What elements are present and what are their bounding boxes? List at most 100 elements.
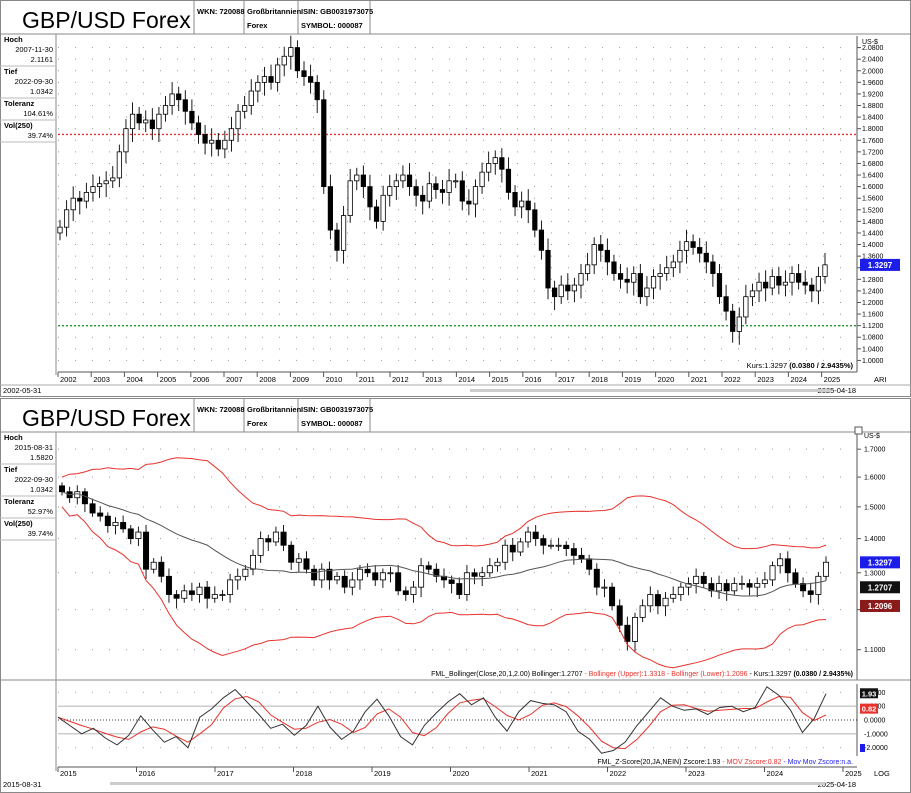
candle-body (215, 139, 221, 150)
info-value: 39.74% (28, 529, 54, 538)
legend-entry: - MOV Zscore:0.82 (720, 759, 781, 766)
value-badge-text: 1.2707 (868, 583, 893, 592)
candle-body (356, 568, 363, 581)
country-label: Großbritannien (247, 405, 302, 414)
candle-body (280, 531, 287, 546)
candle-body (532, 209, 538, 231)
zscore-legend: FML_Z-Score(20,JA,NEIN) Zscore:1.93 - MO… (597, 759, 853, 766)
candle-body (248, 90, 254, 106)
y-tick-label: 1.2800 (862, 277, 884, 284)
candle-body (63, 209, 70, 228)
candle-body (486, 565, 493, 574)
candle-body (823, 561, 830, 577)
x-tick-label: 2007 (226, 375, 243, 384)
info-value: 52.97% (28, 507, 54, 516)
candle-body (809, 284, 815, 292)
status-change: (0.0380 / 2.9435%) (789, 361, 853, 370)
candle-body (410, 586, 417, 595)
candle-body (637, 273, 643, 298)
x-tick-label: 2019 (624, 375, 641, 384)
candle-body (112, 522, 119, 527)
candle-body (340, 215, 347, 251)
candle-body (149, 119, 155, 130)
x-tick-label: 2011 (359, 375, 375, 384)
candle-body (604, 249, 610, 263)
candle-body (784, 558, 791, 574)
candle-body (632, 616, 639, 642)
candle-body (372, 572, 379, 581)
candle-body (129, 113, 136, 130)
candle-body (268, 76, 274, 83)
candle-body (150, 561, 157, 570)
candle-body (802, 281, 808, 286)
candle-body (749, 290, 756, 298)
window-frame (0, 0, 911, 397)
candle-body (525, 200, 531, 211)
candle-body (697, 247, 703, 254)
x-tick-label: 2009 (292, 375, 309, 384)
y-tick-label: 1.2400 (862, 288, 884, 295)
candle-body (318, 568, 325, 581)
x-tick-label: 2019 (374, 769, 391, 778)
candle-body (815, 575, 822, 595)
candle-body (525, 531, 532, 543)
candle-body (730, 310, 736, 332)
y-tick-label: 1.4400 (862, 230, 884, 237)
candle-body (754, 583, 761, 588)
candle-body (512, 192, 518, 208)
candle-body (769, 276, 775, 289)
date-start: 2002-05-31 (3, 386, 41, 395)
y-tick-label: 1.6000 (862, 184, 884, 191)
isin-label: ISIN: GB0031973075 (301, 7, 373, 16)
candle-body (433, 183, 439, 190)
bollinger-mid-line (61, 491, 827, 597)
legend-entry: (0.0380 / 2.9435%) (793, 671, 853, 678)
candle-body (446, 180, 452, 193)
candle-body (227, 579, 234, 595)
candle-body (176, 93, 182, 101)
candle-body (555, 544, 562, 547)
y-tick-label: 1.7200 (862, 149, 884, 156)
candle-body (195, 122, 202, 135)
legend-entry: FML_Z-Score(20,JA,NEIN) Zscore:1.93 (597, 759, 720, 766)
candle-body (272, 531, 279, 543)
candle-body (418, 565, 425, 588)
candle-body (311, 568, 318, 581)
mov-zscore-line (57, 695, 827, 750)
x-tick-label: 2008 (259, 375, 276, 384)
candle-body (57, 226, 63, 234)
info-label: Hoch (4, 35, 23, 44)
candle-body (505, 168, 512, 193)
info-value: 39.74% (28, 131, 54, 140)
candle-body (593, 568, 600, 588)
candle-body (162, 105, 169, 115)
candle-body (288, 544, 295, 563)
x-tick-label: 2024 (790, 375, 807, 384)
y-tick-label: 1.6000 (864, 475, 886, 482)
x-tick-label: 2015 (60, 769, 77, 778)
bollinger-legend: FML_Bollinger(Close,20,1,2.00) Bollinger… (431, 671, 853, 678)
candle-body (591, 244, 597, 266)
candle-body (406, 174, 413, 188)
x-tick-label: 2023 (757, 375, 774, 384)
candle-body (545, 249, 551, 289)
candle-body (631, 273, 637, 283)
candle-body (472, 186, 479, 205)
candle-body (716, 583, 723, 592)
candle-body (169, 93, 175, 106)
info-value: 2015-08-31 (15, 443, 53, 452)
candle-body (578, 273, 584, 286)
candle-body (624, 624, 631, 642)
x-tick-label: 2017 (217, 769, 234, 778)
candle-body (275, 64, 281, 83)
status-kurs: Kurs:1.3297 (747, 361, 790, 370)
y-tick-label: 1.6800 (862, 161, 884, 168)
candle-body (777, 558, 784, 567)
y-tick-label: 1.5200 (862, 207, 884, 214)
candle-body (303, 558, 310, 570)
value-badge (860, 581, 900, 594)
candle-body (334, 229, 340, 251)
info-value: 2007-11-30 (15, 45, 53, 54)
bollinger-lower-line (61, 506, 827, 669)
